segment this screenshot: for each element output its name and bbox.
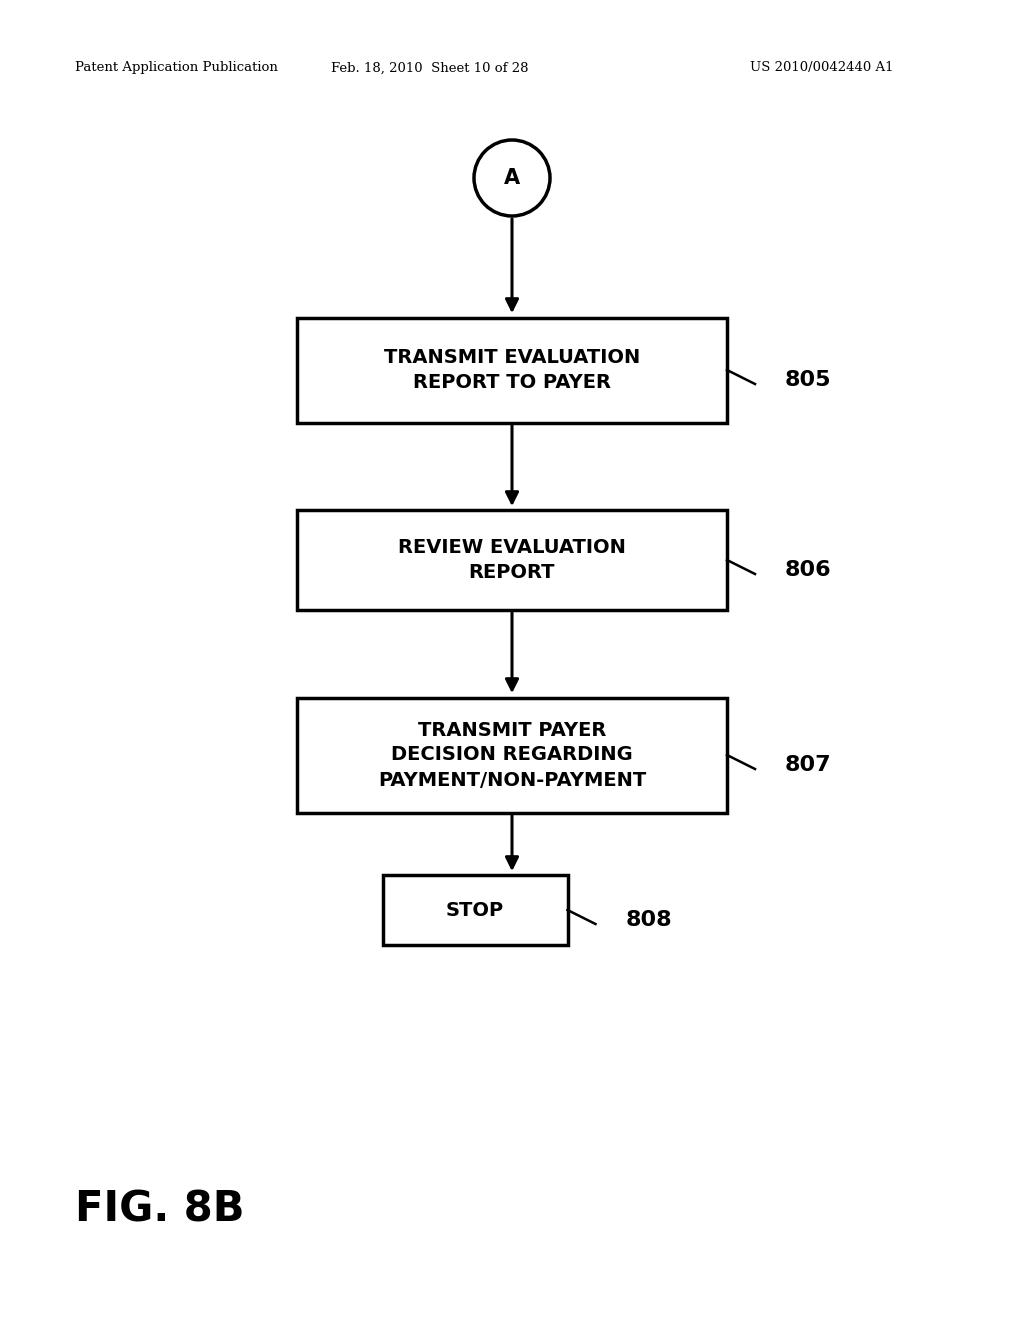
Text: FIG. 8B: FIG. 8B: [75, 1189, 245, 1232]
Text: US 2010/0042440 A1: US 2010/0042440 A1: [750, 62, 894, 74]
Text: 807: 807: [785, 755, 831, 775]
Text: Feb. 18, 2010  Sheet 10 of 28: Feb. 18, 2010 Sheet 10 of 28: [331, 62, 528, 74]
Text: 806: 806: [785, 560, 831, 579]
Text: 808: 808: [626, 909, 672, 931]
Bar: [383, 875, 567, 945]
Text: A: A: [504, 168, 520, 187]
Text: TRANSMIT PAYER
DECISION REGARDING
PAYMENT/NON-PAYMENT: TRANSMIT PAYER DECISION REGARDING PAYMEN…: [378, 721, 646, 789]
Text: REVIEW EVALUATION
REPORT: REVIEW EVALUATION REPORT: [398, 539, 626, 582]
Text: STOP: STOP: [445, 900, 504, 920]
Bar: [297, 697, 727, 813]
Text: TRANSMIT EVALUATION
REPORT TO PAYER: TRANSMIT EVALUATION REPORT TO PAYER: [384, 348, 640, 392]
Bar: [297, 318, 727, 422]
Text: Patent Application Publication: Patent Application Publication: [75, 62, 278, 74]
Text: 805: 805: [785, 370, 831, 389]
Bar: [297, 510, 727, 610]
